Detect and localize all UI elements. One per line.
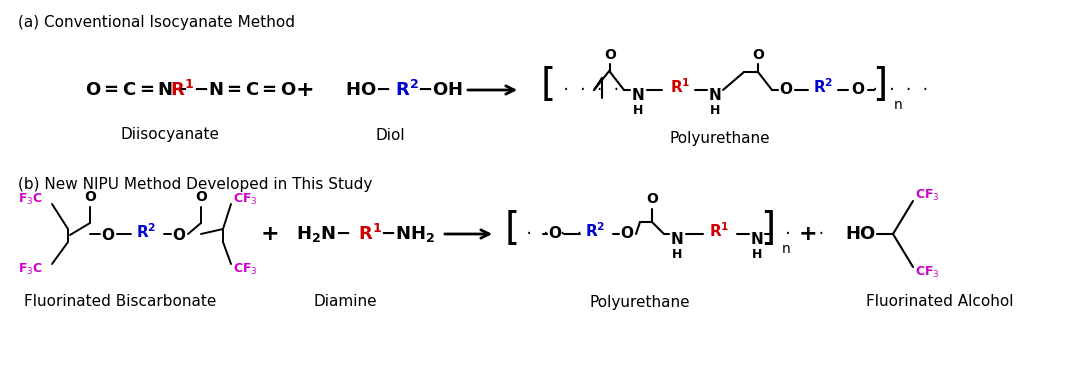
Text: O: O bbox=[851, 82, 864, 97]
Text: H: H bbox=[710, 104, 720, 117]
Text: $\bf{{-}OH}$: $\bf{{-}OH}$ bbox=[417, 81, 462, 99]
Text: H: H bbox=[752, 248, 762, 261]
Text: O: O bbox=[549, 226, 562, 241]
Text: CF$_3$: CF$_3$ bbox=[915, 187, 940, 203]
Text: +: + bbox=[260, 224, 280, 244]
Text: O: O bbox=[173, 228, 186, 243]
Text: +: + bbox=[296, 80, 314, 100]
Text: [: [ bbox=[540, 66, 555, 104]
Text: · · · ·: · · · · bbox=[870, 83, 930, 97]
Text: Diol: Diol bbox=[375, 127, 405, 142]
Text: Diisocyanate: Diisocyanate bbox=[121, 127, 219, 142]
Text: N: N bbox=[671, 231, 684, 246]
Text: Polyurethane: Polyurethane bbox=[670, 131, 770, 146]
Text: O: O bbox=[621, 226, 634, 241]
Text: $\bf{R^1}$: $\bf{R^1}$ bbox=[670, 78, 690, 96]
Text: O: O bbox=[195, 190, 207, 204]
Text: CF$_3$: CF$_3$ bbox=[915, 264, 940, 280]
Text: $\bf{R^2}$: $\bf{R^2}$ bbox=[584, 222, 605, 240]
Text: Polyurethane: Polyurethane bbox=[590, 295, 690, 310]
Text: n: n bbox=[782, 242, 791, 256]
Text: $\bf{R^2}$: $\bf{R^2}$ bbox=[813, 78, 833, 96]
Text: N: N bbox=[751, 231, 764, 246]
Text: n: n bbox=[894, 98, 903, 112]
Text: $\bf{O{=}C{=}N{-}}$: $\bf{O{=}C{=}N{-}}$ bbox=[85, 81, 188, 99]
Text: F$_3$C: F$_3$C bbox=[18, 191, 43, 206]
Text: ]: ] bbox=[760, 210, 775, 248]
Text: +: + bbox=[799, 224, 818, 244]
Text: Diamine: Diamine bbox=[313, 295, 377, 310]
Text: CF$_3$: CF$_3$ bbox=[233, 261, 258, 276]
Text: O: O bbox=[752, 48, 764, 62]
Text: $\bf{{-}N{=}C{=}O}$: $\bf{{-}N{=}C{=}O}$ bbox=[193, 81, 297, 99]
Text: N: N bbox=[708, 87, 721, 102]
Text: $\bf{R^2}$: $\bf{R^2}$ bbox=[136, 223, 157, 241]
Text: $\bf{R^1}$: $\bf{R^1}$ bbox=[708, 222, 729, 240]
Text: O: O bbox=[84, 190, 96, 204]
Text: · · · ·: · · · · bbox=[525, 227, 583, 241]
Text: $\bf{R^2}$: $\bf{R^2}$ bbox=[395, 80, 419, 100]
Text: $\bf{H_2N{-}}$: $\bf{H_2N{-}}$ bbox=[296, 224, 351, 244]
Text: · · · ·: · · · · bbox=[767, 227, 825, 241]
Text: · · · ·: · · · · bbox=[562, 83, 621, 97]
Text: O: O bbox=[780, 82, 793, 97]
Text: Fluorinated Alcohol: Fluorinated Alcohol bbox=[866, 295, 1014, 310]
Text: $\bf{R^1}$: $\bf{R^1}$ bbox=[170, 80, 194, 100]
Text: HO: HO bbox=[845, 225, 875, 243]
Text: ]: ] bbox=[873, 66, 888, 104]
Text: $\bf{{-}NH_2}$: $\bf{{-}NH_2}$ bbox=[380, 224, 435, 244]
Text: O: O bbox=[604, 48, 616, 62]
Text: H: H bbox=[633, 104, 644, 117]
Text: (b) New NIPU Method Developed in This Study: (b) New NIPU Method Developed in This St… bbox=[18, 177, 373, 192]
Text: O: O bbox=[102, 228, 114, 243]
Text: Fluorinated Biscarbonate: Fluorinated Biscarbonate bbox=[24, 295, 216, 310]
Text: O: O bbox=[646, 192, 658, 206]
Text: CF$_3$: CF$_3$ bbox=[233, 191, 258, 206]
Text: H: H bbox=[672, 248, 683, 261]
Text: N: N bbox=[632, 87, 645, 102]
Text: (a) Conventional Isocyanate Method: (a) Conventional Isocyanate Method bbox=[18, 15, 295, 30]
Text: F$_3$C: F$_3$C bbox=[18, 261, 43, 276]
Text: $\bf{HO{-}}$: $\bf{HO{-}}$ bbox=[345, 81, 391, 99]
Text: [: [ bbox=[504, 210, 519, 248]
Text: $\bf{R^1}$: $\bf{R^1}$ bbox=[357, 224, 382, 244]
